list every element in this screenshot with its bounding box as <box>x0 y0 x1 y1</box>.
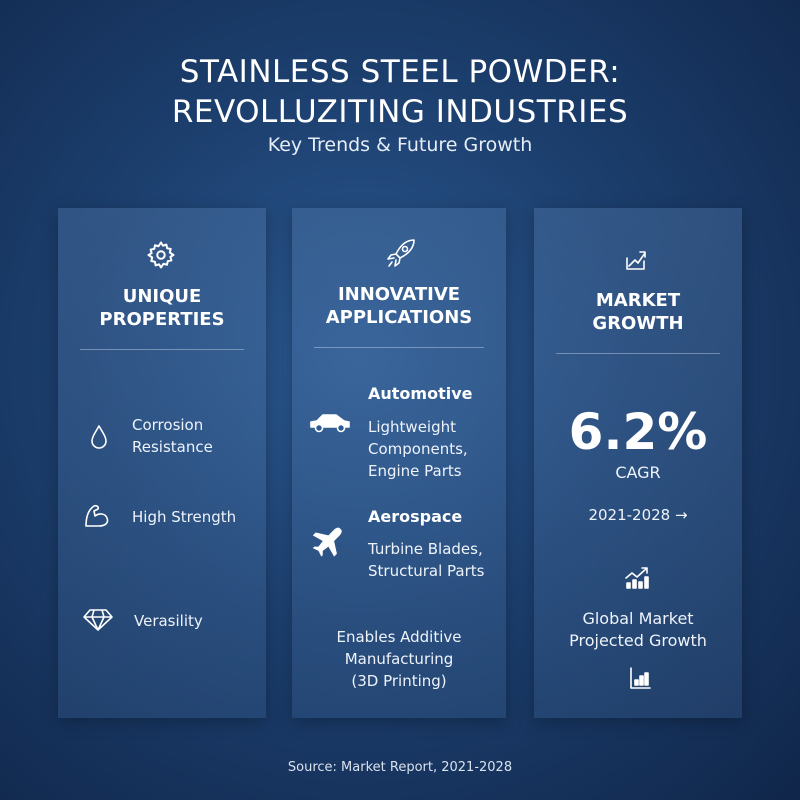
trend-up-icon <box>626 251 646 270</box>
panel-title: INNOVATIVE APPLICATIONS <box>325 284 473 328</box>
property-versatility: Verasility <box>134 612 203 630</box>
application-automotive: Lightweight Components, Engine Parts <box>368 418 468 480</box>
panel-title: MARKET GROWTH <box>592 290 684 334</box>
panel-unique-properties: UNIQUE PROPERTIES Corrosion Resistance Hig… <box>58 208 266 718</box>
panel-market-growth: MARKET GROWTH 6.2% CAGR 2021-2028 → Globa… <box>534 208 742 718</box>
divider <box>80 349 244 350</box>
period-label: 2021-2028 → <box>588 506 688 524</box>
divider <box>314 347 484 348</box>
page-title: STAINLESS STEEL POWDER: REVOLLUZITING IND… <box>171 54 629 130</box>
property-high-strength: High Strength <box>132 508 237 526</box>
cagr-label: CAGR <box>615 463 661 482</box>
bar-chart-icon <box>630 667 651 689</box>
source-note: Source: Market Report, 2021-2028 <box>287 760 513 775</box>
gear-icon <box>147 241 175 269</box>
application-heading-automotive: Automotive <box>368 384 473 403</box>
divider <box>556 353 720 354</box>
panel-title: UNIQUE PROPERTIES <box>99 286 225 330</box>
property-corrosion-resistance: Corrosion Resistance <box>132 416 213 456</box>
application-aerospace: Turbine Blades, Structural Parts <box>368 540 485 580</box>
application-heading-aerospace: Aerospace <box>368 507 463 526</box>
water-drop-icon <box>91 425 107 449</box>
cagr-value: 6.2% <box>568 403 708 461</box>
airplane-icon <box>312 527 342 557</box>
global-market-note: Global Market Projected Growth <box>569 609 707 650</box>
car-icon <box>310 414 350 433</box>
diamond-icon <box>83 609 113 631</box>
panel-innovative-applications: INNOVATIVE APPLICATIONS Automotive Lightw… <box>292 208 506 718</box>
growth-chart-icon <box>625 567 649 589</box>
page-subtitle: Key Trends & Future Growth <box>267 134 533 156</box>
rocket-icon <box>387 239 415 267</box>
flexed-arm-icon <box>85 504 109 527</box>
additive-manufacturing-note: Enables Additive Manufacturing (3D Printin… <box>336 628 462 690</box>
